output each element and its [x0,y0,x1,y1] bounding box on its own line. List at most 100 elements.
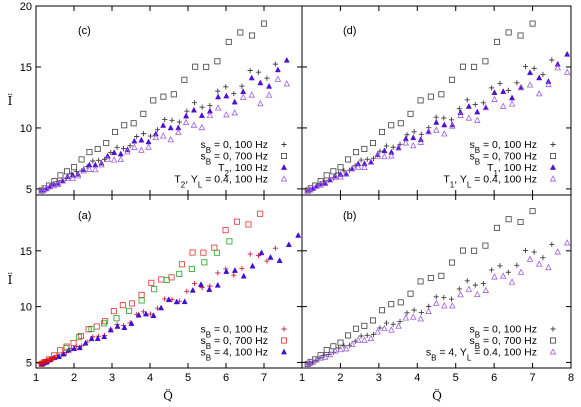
data-point [184,108,190,114]
data-point [110,156,118,163]
data-point [404,132,410,138]
data-point [491,89,498,95]
data-point [140,110,147,117]
data-point [145,143,152,150]
data-point [260,20,267,27]
data-point [381,324,388,332]
data-point [409,313,417,320]
data-point [563,68,571,75]
data-point [395,322,402,329]
data-point [214,58,221,65]
data-point [474,116,481,123]
y-axis-title-top: Ï [8,92,13,108]
data-point [472,282,478,288]
data-point [188,265,195,272]
data-point [535,260,543,267]
data-point [522,247,529,254]
data-point [295,231,302,238]
data-point [117,150,124,157]
data-point [304,186,312,194]
data-point [158,276,165,283]
x-tick-label: 2 [337,372,343,384]
data-point [145,138,152,145]
data-point [206,111,214,119]
data-point [388,122,395,129]
data-point [397,141,403,147]
data-point [134,133,140,140]
data-point [198,123,206,131]
data-point [120,146,127,152]
data-point [358,157,364,163]
legend-label: sB = 0, 100 Hz [200,139,268,155]
data-point [402,314,410,321]
data-point [215,88,221,94]
x-tick-label: 1 [299,372,305,384]
axis-titles: Ï Ï Q̈ Q̈ [8,92,442,403]
data-point [337,345,344,353]
data-point [121,122,128,129]
data-point [264,75,270,81]
data-point [535,90,543,97]
data-point [127,143,133,149]
data-point [505,87,511,93]
data-point [162,296,168,302]
data-point [390,321,396,327]
legend-label: T1, YL = 0.4, 100 Hz [443,174,537,190]
data-point [341,343,347,349]
data-point [361,322,368,329]
data-point [471,247,478,254]
data-point [438,91,445,98]
data-point [201,259,208,266]
x-tick-label: 3 [109,372,115,384]
data-point [129,300,136,307]
data-point [383,143,390,149]
y-tick-label: 15 [20,62,32,74]
data-point [433,299,440,306]
data-point [52,355,58,361]
data-point [471,63,478,70]
data-point [482,103,490,111]
data-point [480,280,486,287]
y-tick-label: 5 [26,357,32,369]
data-point [223,84,229,90]
data-point [285,241,292,248]
x-tick-label: 1 [33,372,39,384]
data-point [464,97,470,103]
data-point [74,172,82,179]
data-point [76,344,83,351]
data-point [162,116,168,123]
data-point [427,274,434,281]
data-point [114,144,120,150]
data-point [489,267,495,273]
y-tick-label: 10 [20,302,32,314]
data-point [181,298,188,305]
data-point [514,80,520,86]
data-point [152,133,160,140]
data-point [206,286,213,292]
legend-label: sB = 0, 700 Hz [200,151,268,167]
data-point [407,110,414,117]
data-point [388,152,395,159]
data-point [167,124,174,131]
data-point [388,148,395,155]
data-point [337,173,344,180]
legend-label: sB = 4, YL = 0.4, 100 Hz [426,347,537,363]
data-point [226,238,233,245]
data-point [176,119,182,125]
data-point [92,166,99,173]
data-point [190,121,198,128]
data-point [60,350,67,357]
data-point [321,179,329,187]
data-point [449,76,456,83]
data-point [505,269,511,275]
data-point [158,304,165,311]
data-point [326,350,334,358]
data-point [482,242,489,249]
data-point [331,173,339,180]
data-point [354,163,362,170]
data-point [255,69,262,75]
data-point [545,80,552,88]
data-point [500,88,507,94]
data-point [378,307,385,314]
data-point [497,80,503,86]
